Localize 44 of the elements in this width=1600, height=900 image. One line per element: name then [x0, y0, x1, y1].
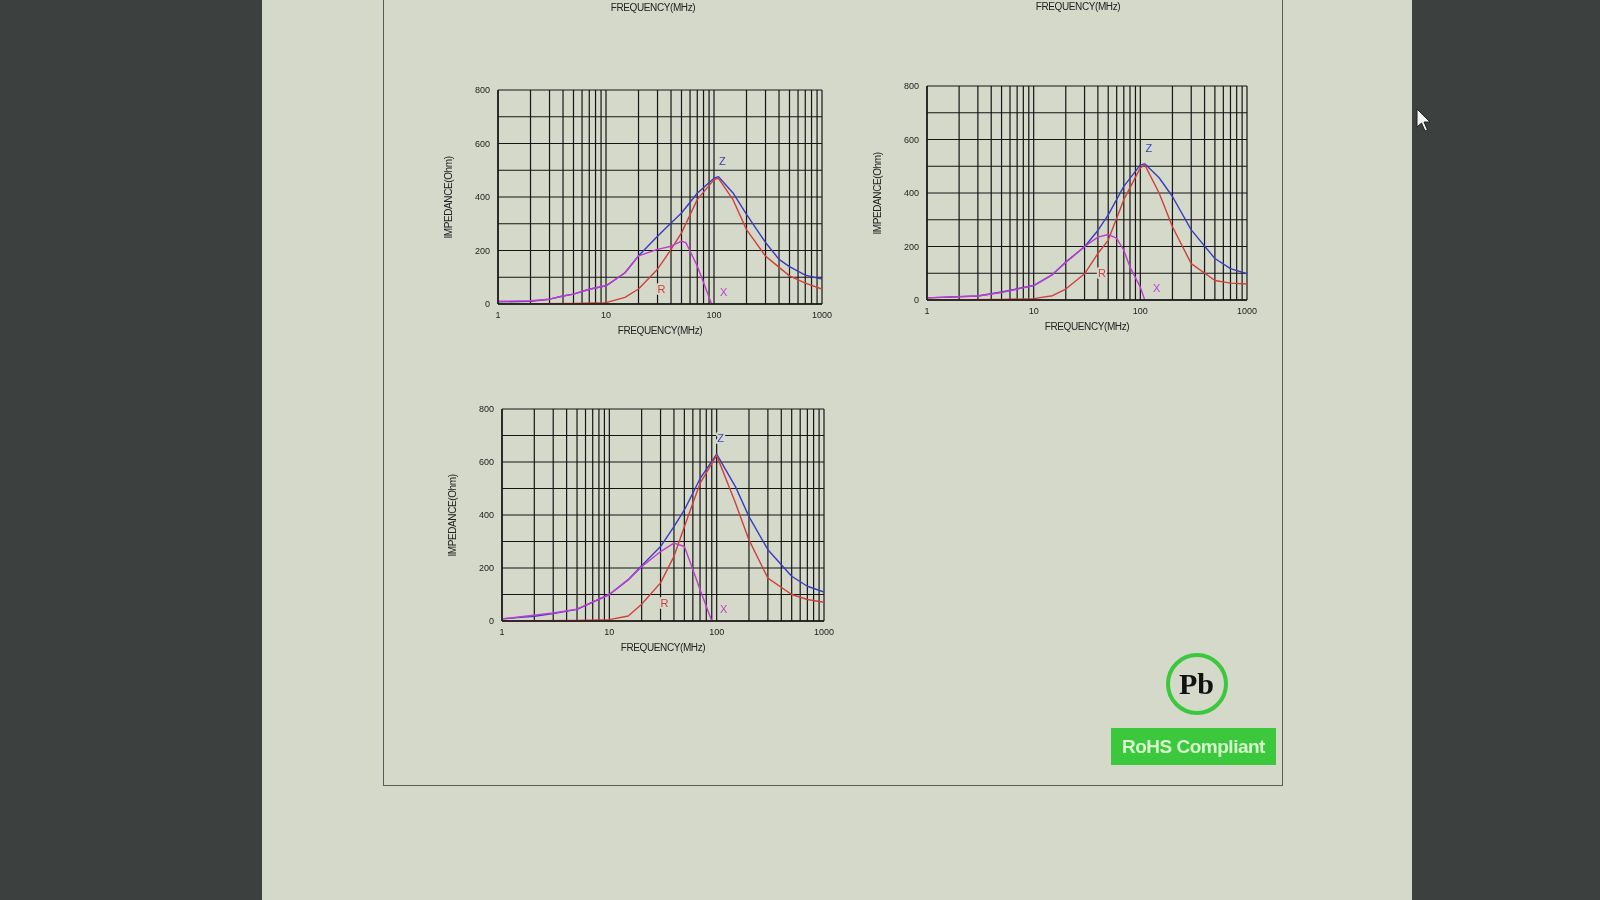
y-tick-label: 800 — [478, 404, 494, 415]
y-tick-label: 600 — [474, 138, 490, 149]
x-tick-label: 100 — [706, 310, 722, 321]
y-tick-label: 600 — [903, 134, 919, 145]
x-tick-label: 1000 — [1236, 306, 1258, 317]
x-tick-label: 1 — [499, 627, 505, 638]
y-axis-title: IMPEDANCE(Ohm) — [870, 151, 884, 237]
x-tick-label: 1000 — [813, 627, 835, 638]
y-tick-label: 200 — [903, 241, 919, 252]
x-tick-label: 10 — [600, 310, 612, 321]
x-tick-label: 100 — [1132, 306, 1148, 317]
text: FREQUENCY(MHz) — [609, 1, 697, 14]
badge: RoHS Compliant — [1111, 728, 1276, 765]
x-tick-label: 10 — [1028, 306, 1039, 317]
x-tick-label: 1000 — [811, 310, 833, 321]
y-tick-label: 400 — [478, 510, 494, 521]
series-label: X — [1153, 282, 1162, 294]
y-tick-label: 800 — [474, 85, 490, 96]
circle-icon: Pb — [1165, 653, 1228, 715]
y-tick-label: 400 — [474, 192, 490, 203]
x-axis-title: FREQUENCY(MHz) — [616, 324, 704, 337]
y-tick-label: 200 — [474, 245, 490, 256]
y-tick-label: 400 — [903, 188, 919, 199]
series-label: X — [720, 603, 729, 615]
x-tick-label: 10 — [604, 627, 615, 638]
x-axis-title: FREQUENCY(MHz) — [1043, 320, 1131, 333]
series-label: Z — [719, 154, 727, 167]
y-tick-label: 800 — [903, 81, 919, 92]
series-label: Z — [1145, 141, 1153, 154]
y-axis-title: IMPEDANCE(Ohm) — [441, 155, 455, 241]
x-axis-title: FREQUENCY(MHz) — [619, 641, 707, 654]
y-tick-label: 600 — [478, 457, 494, 468]
text: FREQUENCY(MHz) — [1034, 0, 1122, 13]
series-label: X — [719, 286, 728, 298]
series-label: R — [660, 596, 669, 609]
x-tick-label: 1 — [924, 306, 930, 317]
x-tick-label: 1 — [495, 310, 501, 321]
y-tick-label: 0 — [484, 299, 490, 310]
x-tick-label: 100 — [709, 627, 725, 638]
series-label: R — [657, 283, 666, 296]
y-tick-label: 0 — [488, 616, 494, 627]
y-axis-title: IMPEDANCE(Ohm) — [445, 473, 459, 559]
y-tick-label: 200 — [478, 563, 494, 574]
y-tick-label: 0 — [913, 295, 919, 306]
